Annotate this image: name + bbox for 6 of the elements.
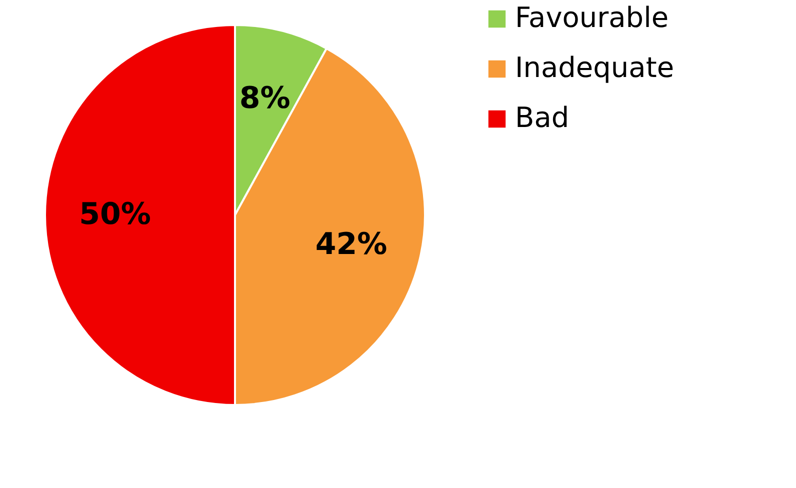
- legend-label: Inadequate: [515, 51, 674, 84]
- data-label: 8%: [239, 80, 290, 116]
- legend-label: Bad: [515, 101, 570, 134]
- data-label: 42%: [315, 226, 388, 262]
- legend-label: Favourable: [515, 1, 669, 34]
- data-label: 50%: [79, 197, 151, 232]
